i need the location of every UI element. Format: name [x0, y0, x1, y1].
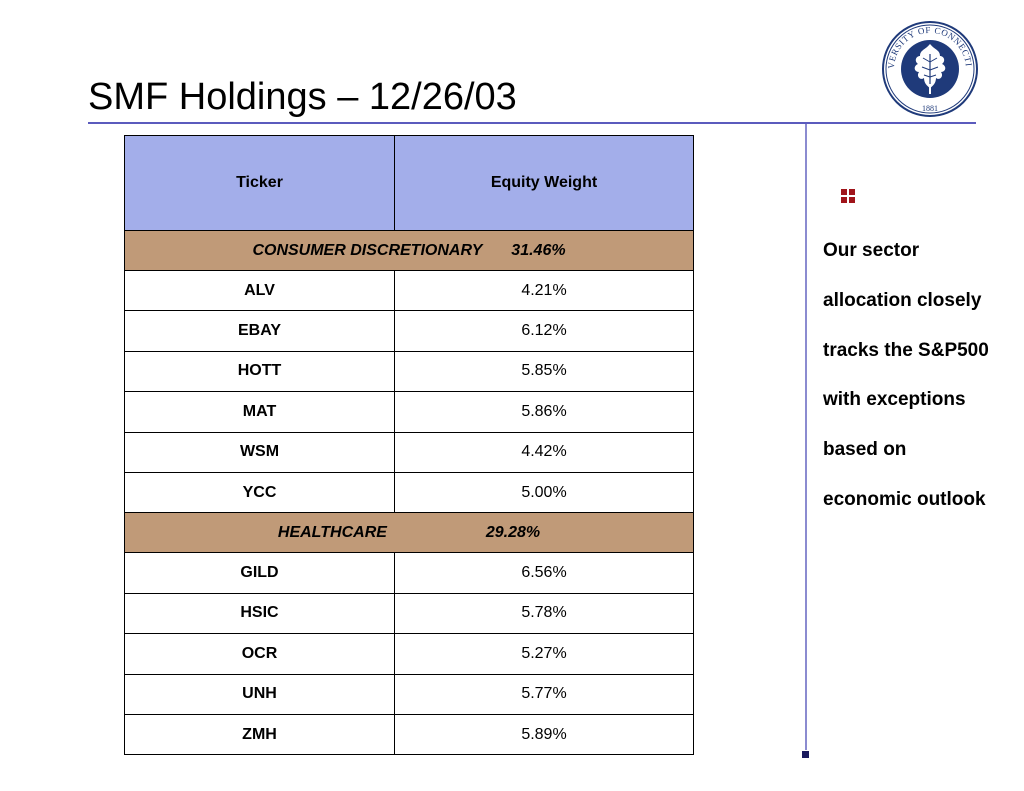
sector-weight: 31.46% [511, 241, 566, 259]
weight-cell: 5.85% [394, 350, 694, 393]
ticker-cell: ALV [124, 269, 395, 312]
sector-name: CONSUMER DISCRETIONARY [252, 241, 483, 259]
weight-cell: 5.27% [394, 633, 694, 675]
weight-cell: 5.78% [394, 592, 694, 635]
weight-cell: 5.00% [394, 471, 694, 514]
university-seal-logo: UNIVERSITY OF CONNECTICUT 1881 [880, 20, 978, 117]
ticker-cell: HOTT [124, 350, 395, 393]
holdings-table: Ticker Equity Weight CONSUMER DISCRETION… [124, 135, 694, 756]
column-header-ticker: Ticker [124, 135, 395, 231]
ticker-cell: MAT [124, 391, 395, 433]
weight-cell: 5.86% [394, 391, 694, 433]
table-row: HSIC 5.78% [124, 592, 694, 635]
vertical-divider [805, 124, 807, 750]
slide-title: SMF Holdings – 12/26/03 [88, 76, 517, 118]
table-row: ALV 4.21% [124, 269, 694, 312]
table-row: ZMH 5.89% [124, 713, 694, 756]
sector-allocation-note: Our sector allocation closely tracks the… [823, 226, 1018, 525]
table-row: UNH 5.77% [124, 673, 694, 715]
weight-cell: 5.77% [394, 673, 694, 715]
ticker-cell: GILD [124, 552, 395, 594]
ticker-cell: UNH [124, 673, 395, 715]
weight-cell: 5.89% [394, 713, 694, 756]
sector-name: HEALTHCARE [277, 523, 387, 541]
table-row: HOTT 5.85% [124, 350, 694, 393]
table-row: MAT 5.86% [124, 391, 694, 433]
note-line: based on [823, 439, 907, 461]
weight-cell: 6.12% [394, 310, 694, 352]
column-header-equity-weight: Equity Weight [394, 135, 694, 231]
ticker-cell: WSM [124, 431, 395, 473]
four-square-bullet-icon [841, 189, 856, 204]
note-line: allocation closely [823, 289, 982, 311]
ticker-cell: YCC [124, 471, 395, 514]
table-row: EBAY 6.12% [124, 310, 694, 352]
ticker-cell: HSIC [124, 592, 395, 635]
note-line: with exceptions [823, 389, 966, 411]
ticker-cell: EBAY [124, 310, 395, 352]
oak-leaf-icon [914, 44, 946, 94]
sector-row-consumer-discretionary: CONSUMER DISCRETIONARY 31.46% [124, 230, 694, 271]
sector-row-healthcare: HEALTHCARE 29.28% [124, 512, 694, 554]
ticker-cell: OCR [124, 633, 395, 675]
table-row: GILD 6.56% [124, 552, 694, 594]
divider-end-square [802, 751, 809, 758]
table-header-row: Ticker Equity Weight [124, 135, 694, 231]
seal-year: 1881 [922, 104, 938, 113]
table-row: YCC 5.00% [124, 471, 694, 514]
weight-cell: 4.21% [394, 269, 694, 312]
table-row: WSM 4.42% [124, 431, 694, 473]
note-line: economic outlook [823, 488, 986, 510]
weight-cell: 4.42% [394, 431, 694, 473]
note-line: Our sector [823, 240, 920, 261]
ticker-cell: ZMH [124, 713, 395, 756]
weight-cell: 6.56% [394, 552, 694, 594]
note-line: tracks the S&P500 [823, 339, 989, 361]
sector-weight: 29.28% [485, 523, 541, 541]
table-row: OCR 5.27% [124, 633, 694, 675]
title-underline [88, 122, 976, 124]
